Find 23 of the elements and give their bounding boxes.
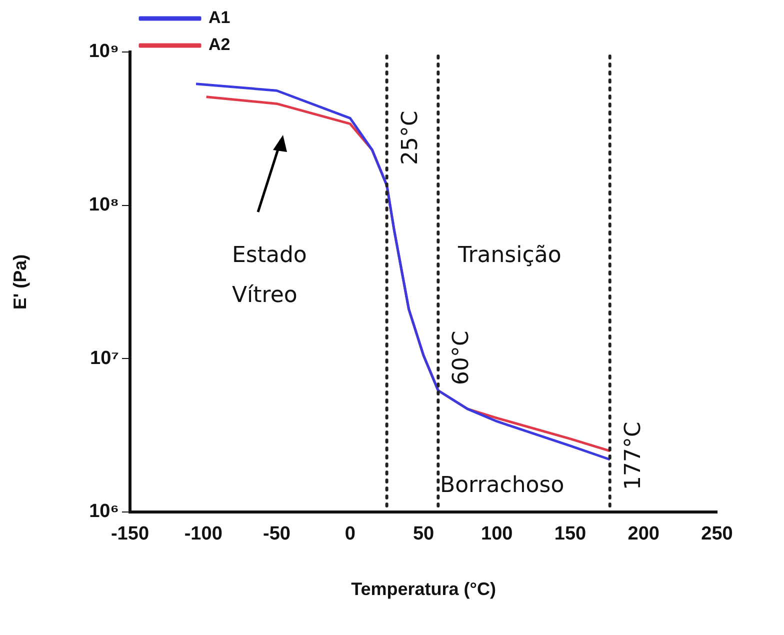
x-tick-label: 200 xyxy=(628,524,660,545)
x-tick-label: 0 xyxy=(344,524,356,545)
annotation: Borrachoso xyxy=(440,473,564,498)
x-axis-title: Temperatura (°C) xyxy=(351,579,496,600)
annotation: Estado Vítreo xyxy=(232,243,307,308)
x-tick-label: 250 xyxy=(701,524,733,545)
legend-label: A2 xyxy=(208,35,230,54)
y-tick-label: 10⁸ xyxy=(88,194,119,216)
ref-line-label: 177°C xyxy=(620,422,646,490)
x-tick-label: 100 xyxy=(481,524,513,545)
y-tick-label: 10⁷ xyxy=(90,348,120,369)
ref-line-label: 25°C xyxy=(398,110,423,165)
y-tick-label: 10⁹ xyxy=(88,41,119,62)
annotation: Transição xyxy=(457,243,562,268)
x-tick-label: -50 xyxy=(263,524,290,545)
y-axis-title: E' (Pa) xyxy=(10,254,30,310)
x-tick-label: 150 xyxy=(554,524,586,545)
x-tick-label: -100 xyxy=(184,524,222,545)
ref-line-label: 60°C xyxy=(449,330,474,385)
legend-label: A1 xyxy=(208,8,230,28)
y-tick-label: 10⁶ xyxy=(89,501,119,522)
x-tick-label: -150 xyxy=(110,524,150,545)
x-tick-label: 50 xyxy=(412,524,434,545)
